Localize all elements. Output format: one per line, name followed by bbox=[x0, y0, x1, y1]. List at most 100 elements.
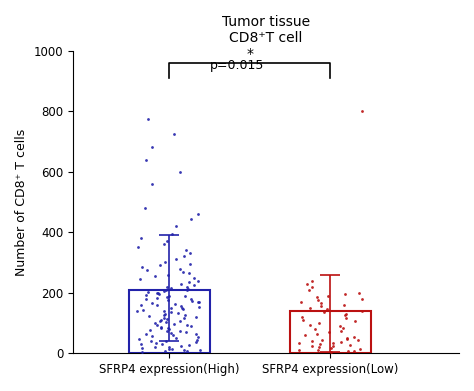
Point bbox=[161, 259, 169, 265]
Point bbox=[190, 274, 197, 281]
Point bbox=[172, 335, 180, 341]
Point bbox=[153, 290, 160, 296]
Point bbox=[343, 335, 350, 342]
Point bbox=[342, 315, 350, 321]
Point bbox=[162, 348, 169, 354]
Point bbox=[192, 314, 200, 320]
Point bbox=[195, 334, 202, 340]
Point bbox=[329, 343, 337, 350]
Point bbox=[358, 308, 366, 314]
Point bbox=[187, 323, 195, 329]
Point bbox=[194, 211, 201, 217]
Point bbox=[308, 283, 316, 290]
Point bbox=[174, 310, 182, 316]
Point bbox=[164, 325, 172, 331]
Point bbox=[306, 287, 313, 293]
Point bbox=[300, 317, 307, 323]
Point bbox=[148, 333, 156, 339]
Point bbox=[137, 235, 145, 241]
Point bbox=[162, 287, 170, 293]
Point bbox=[164, 297, 172, 303]
Point bbox=[153, 302, 161, 308]
Point bbox=[142, 292, 150, 298]
Point bbox=[163, 294, 171, 300]
Point bbox=[183, 287, 191, 293]
Point bbox=[196, 346, 204, 353]
Point bbox=[167, 305, 175, 312]
Point bbox=[342, 311, 350, 317]
Point bbox=[356, 346, 364, 352]
Point bbox=[170, 321, 178, 327]
Point bbox=[350, 348, 358, 354]
Point bbox=[145, 313, 153, 319]
Point bbox=[158, 341, 165, 347]
Point bbox=[161, 311, 168, 317]
Point bbox=[177, 343, 185, 349]
Point bbox=[172, 301, 179, 307]
Point bbox=[165, 343, 173, 350]
Point bbox=[185, 279, 192, 285]
Point bbox=[186, 250, 194, 256]
Point bbox=[134, 244, 142, 251]
Point bbox=[163, 337, 170, 344]
Point bbox=[156, 262, 164, 269]
Point bbox=[160, 288, 168, 294]
Point bbox=[306, 321, 314, 328]
Point bbox=[155, 290, 162, 296]
Point bbox=[325, 329, 332, 335]
Point bbox=[145, 115, 152, 122]
Point bbox=[163, 284, 171, 291]
Point bbox=[173, 223, 180, 229]
Point bbox=[195, 304, 202, 310]
Point bbox=[180, 268, 187, 274]
Point bbox=[315, 344, 322, 350]
Point bbox=[154, 321, 161, 328]
Point bbox=[182, 247, 190, 253]
Point bbox=[148, 144, 155, 151]
Point bbox=[183, 322, 191, 328]
Point bbox=[355, 290, 363, 296]
Point bbox=[157, 317, 165, 323]
Point bbox=[167, 285, 174, 291]
Point bbox=[180, 347, 188, 353]
Point bbox=[148, 181, 156, 187]
Point bbox=[301, 332, 309, 338]
Point bbox=[165, 326, 173, 332]
Point bbox=[183, 283, 191, 290]
Point bbox=[156, 318, 164, 325]
Point bbox=[147, 338, 155, 344]
Point bbox=[351, 318, 359, 325]
Bar bbox=[290, 311, 371, 353]
Point bbox=[166, 346, 173, 352]
Point bbox=[142, 296, 149, 302]
Point bbox=[340, 302, 348, 308]
Point bbox=[298, 299, 305, 305]
Point bbox=[152, 339, 160, 346]
Point bbox=[180, 253, 188, 260]
Point bbox=[316, 341, 324, 347]
Point bbox=[188, 296, 195, 303]
Point bbox=[181, 312, 189, 319]
Point bbox=[165, 292, 173, 299]
Point bbox=[183, 348, 191, 355]
Point bbox=[196, 299, 203, 305]
Point bbox=[178, 305, 186, 311]
Point bbox=[191, 282, 198, 288]
Point bbox=[193, 337, 201, 343]
Point bbox=[342, 291, 349, 298]
Text: *: * bbox=[246, 47, 254, 61]
Point bbox=[319, 337, 326, 343]
Point bbox=[308, 338, 315, 344]
Point bbox=[313, 294, 320, 300]
Point bbox=[187, 215, 194, 222]
Point bbox=[177, 280, 184, 287]
Point bbox=[168, 346, 176, 352]
Point bbox=[169, 332, 176, 338]
Point bbox=[358, 108, 366, 114]
Point bbox=[142, 156, 150, 163]
Point bbox=[355, 337, 362, 343]
Point bbox=[176, 265, 183, 272]
Point bbox=[181, 293, 189, 300]
Point bbox=[172, 256, 180, 262]
Point bbox=[138, 345, 146, 351]
